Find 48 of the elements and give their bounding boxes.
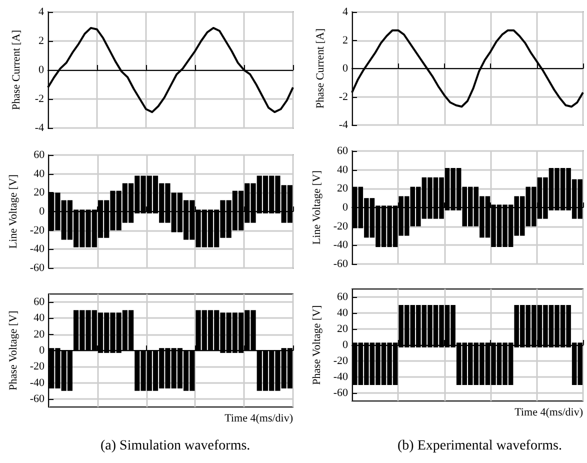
y-tick-label: -20: [30, 360, 46, 373]
y-tick-label: 60: [34, 296, 46, 308]
y-tick-label: 40: [337, 307, 348, 319]
y-tick-label: -40: [30, 243, 46, 256]
y-tick-label: 0: [39, 344, 46, 356]
y-tick-label: -40: [30, 376, 46, 389]
y-tick-label: 0: [39, 206, 46, 218]
y-axis-title: Phase Current [A]: [10, 30, 22, 110]
y-tick-label: 60: [337, 145, 348, 157]
y-tick-label: 60: [337, 291, 348, 303]
y-axis-title: Line Voltage [V]: [310, 170, 323, 245]
y-tick-label: 0: [38, 64, 44, 76]
y-tick-label: -60: [30, 392, 46, 405]
text: Time 4(ms/div): [514, 406, 584, 418]
y-tick-label: 60: [34, 149, 46, 161]
y-tick-label: -60: [333, 258, 348, 270]
y-tick-label: 4: [38, 6, 44, 18]
y-tick-label: 4: [342, 6, 348, 18]
text: Time 4(ms/div): [224, 412, 294, 424]
y-tick-label: 20: [337, 323, 348, 335]
y-tick-label: -60: [30, 262, 46, 274]
y-axis-title: Phase Current [A]: [314, 28, 326, 109]
y-axis-title: Line Voltage [V]: [8, 174, 20, 249]
y-tick-label: 40: [34, 168, 46, 180]
text: (b) Experimental waveforms.: [398, 438, 562, 454]
y-tick-label: 2: [38, 35, 44, 47]
text: (a) Simulation waveforms.: [100, 438, 250, 454]
y-tick-label: -2: [338, 90, 348, 103]
y-tick-label: -40: [333, 239, 348, 252]
y-tick-label: -40: [333, 371, 348, 383]
y-tick-label: 40: [337, 164, 348, 176]
y-axis-title: Phase Voltage [V]: [8, 310, 20, 390]
y-tick-label: -60: [333, 387, 348, 399]
y-tick-label: -4: [338, 119, 348, 131]
y-axis-title: Phase Voltage [V]: [310, 305, 323, 385]
y-tick-label: 2: [342, 34, 348, 46]
y-tick-label: -20: [333, 355, 348, 367]
y-tick-label: -2: [34, 93, 44, 105]
y-tick-label: -20: [30, 224, 46, 236]
y-tick-label: 20: [34, 328, 46, 340]
y-tick-label: -20: [333, 220, 348, 232]
y-tick-label: 0: [342, 339, 348, 351]
y-tick-label: 40: [34, 312, 46, 324]
y-tick-label: 0: [342, 62, 348, 74]
y-tick-label: 0: [342, 202, 348, 214]
y-tick-label: -4: [34, 122, 44, 134]
y-tick-label: 20: [34, 186, 46, 199]
y-tick-label: 20: [337, 182, 348, 195]
